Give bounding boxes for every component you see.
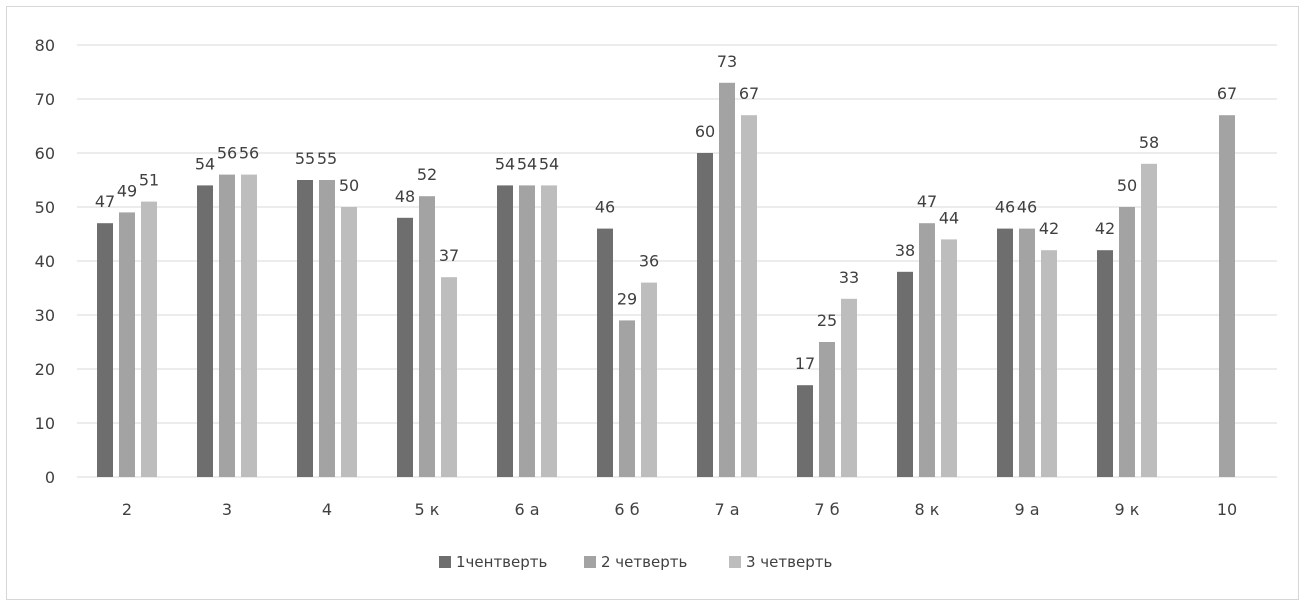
bar-s2-c2	[341, 207, 357, 477]
x-tick-label-5: 6 б	[614, 500, 639, 519]
data-label-s1-c2: 55	[317, 149, 337, 168]
bar-s0-c5	[597, 228, 613, 477]
bar-s0-c2	[297, 180, 313, 477]
data-label-s1-c6: 73	[717, 52, 737, 71]
bar-s2-c3	[441, 277, 457, 477]
y-tick-label-1: 10	[35, 414, 55, 433]
data-label-s0-c6: 60	[695, 122, 715, 141]
x-tick-label-9: 9 а	[1014, 500, 1039, 519]
data-label-s0-c1: 54	[195, 154, 215, 173]
y-tick-label-5: 50	[35, 198, 55, 217]
x-tick-label-6: 7 а	[714, 500, 739, 519]
bar-s1-c1	[219, 174, 235, 477]
bar-s1-c11	[1219, 115, 1235, 477]
bar-s1-c6	[719, 82, 735, 478]
x-tick-label-8: 8 к	[915, 500, 940, 519]
bar-s1-c5	[619, 320, 635, 477]
data-label-s0-c8: 38	[895, 241, 915, 260]
legend-label-0: 1чентверть	[456, 553, 547, 571]
data-label-s2-c10: 58	[1139, 133, 1159, 152]
data-label-s0-c4: 54	[495, 154, 515, 173]
x-tick-label-11: 10	[1217, 500, 1237, 519]
bar-s1-c3	[419, 196, 435, 477]
bar-s2-c9	[1041, 250, 1057, 477]
data-label-s2-c3: 37	[439, 246, 459, 265]
x-tick-label-4: 6 а	[514, 500, 539, 519]
data-label-s1-c9: 46	[1017, 198, 1037, 217]
data-label-s0-c9: 46	[995, 198, 1015, 217]
data-label-s0-c10: 42	[1095, 219, 1115, 238]
bar-s2-c5	[641, 282, 657, 477]
data-label-s1-c5: 29	[617, 289, 637, 308]
data-label-s0-c0: 47	[95, 192, 115, 211]
bar-s1-c7	[819, 342, 835, 477]
bar-s1-c4	[519, 185, 535, 477]
bar-s0-c6	[697, 153, 713, 477]
x-tick-label-7: 7 б	[814, 500, 839, 519]
y-tick-label-8: 80	[35, 36, 55, 55]
y-tick-label-7: 70	[35, 90, 55, 109]
bar-s2-c6	[741, 115, 757, 477]
y-tick-label-6: 60	[35, 144, 55, 163]
legend-swatch-1	[584, 556, 596, 568]
bar-s2-c7	[841, 298, 857, 477]
data-label-s2-c5: 36	[639, 252, 659, 271]
y-tick-label-2: 20	[35, 360, 55, 379]
bar-s0-c0	[97, 223, 113, 477]
legend-swatch-0	[439, 556, 451, 568]
y-tick-label-4: 40	[35, 252, 55, 271]
data-label-s1-c7: 25	[817, 311, 837, 330]
bar-s2-c0	[141, 201, 157, 477]
data-label-s1-c4: 54	[517, 154, 537, 173]
data-label-s1-c10: 50	[1117, 176, 1137, 195]
x-tick-label-0: 2	[122, 500, 132, 519]
legend-label-1: 2 четверть	[601, 553, 687, 571]
data-label-s2-c7: 33	[839, 268, 859, 287]
legend-swatch-2	[729, 556, 741, 568]
data-label-s1-c3: 52	[417, 165, 437, 184]
bar-s0-c3	[397, 217, 413, 478]
bar-s0-c4	[497, 185, 513, 477]
data-label-s2-c0: 51	[139, 171, 159, 190]
data-label-s0-c3: 48	[395, 187, 415, 206]
x-tick-label-10: 9 к	[1115, 500, 1140, 519]
data-label-s1-c1: 56	[217, 144, 237, 163]
y-tick-label-0: 0	[45, 468, 55, 487]
data-label-s1-c0: 49	[117, 181, 137, 200]
legend-label-2: 3 четверть	[746, 553, 832, 571]
data-label-s1-c11: 67	[1217, 84, 1237, 103]
data-label-s0-c7: 17	[795, 354, 815, 373]
bar-s0-c8	[897, 271, 913, 477]
bar-s0-c10	[1097, 250, 1113, 477]
bar-s0-c7	[797, 385, 813, 477]
bar-s1-c8	[919, 223, 935, 477]
data-label-s2-c8: 44	[939, 208, 959, 227]
bar-s2-c8	[941, 239, 957, 477]
bar-s1-c2	[319, 180, 335, 477]
chart-frame: 0 10 20 30 40 50 60 70 80 47 49 51 2 54 56 56 3 55 55 50 4 48…	[6, 6, 1299, 600]
data-label-s0-c5: 46	[595, 198, 615, 217]
bar-s1-c10	[1119, 207, 1135, 477]
data-label-s2-c9: 42	[1039, 219, 1059, 238]
bar-s1-c9	[1019, 228, 1035, 477]
bar-s2-c1	[241, 174, 257, 477]
x-tick-label-3: 5 к	[415, 500, 440, 519]
bar-s0-c1	[197, 185, 213, 477]
bar-s2-c10	[1141, 163, 1157, 478]
data-label-s2-c2: 50	[339, 176, 359, 195]
data-label-s2-c6: 67	[739, 84, 759, 103]
data-label-s1-c8: 47	[917, 192, 937, 211]
x-tick-label-2: 4	[322, 500, 332, 519]
x-tick-label-1: 3	[222, 500, 232, 519]
data-label-s0-c2: 55	[295, 149, 315, 168]
bar-s2-c4	[541, 185, 557, 477]
data-label-s2-c1: 56	[239, 144, 259, 163]
y-tick-label-3: 30	[35, 306, 55, 325]
bar-s1-c0	[119, 212, 135, 477]
bar-s0-c9	[997, 228, 1013, 477]
data-label-s2-c4: 54	[539, 154, 559, 173]
